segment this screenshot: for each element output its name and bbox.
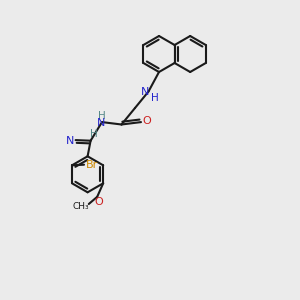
Text: H: H xyxy=(90,129,98,139)
Text: Br: Br xyxy=(86,160,98,170)
Text: N: N xyxy=(65,136,74,146)
Text: N: N xyxy=(97,118,106,128)
Text: H: H xyxy=(151,93,158,103)
Text: H: H xyxy=(98,110,105,121)
Text: N: N xyxy=(141,86,149,97)
Text: O: O xyxy=(94,197,103,207)
Text: CH₃: CH₃ xyxy=(72,202,89,211)
Text: O: O xyxy=(142,116,152,126)
